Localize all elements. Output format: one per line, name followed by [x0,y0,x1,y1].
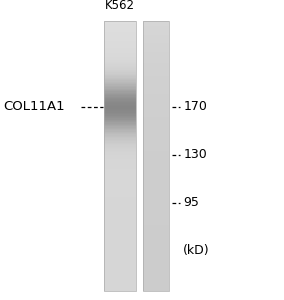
Text: 95: 95 [183,196,199,209]
Text: (kD): (kD) [183,244,210,257]
Text: COL11A1: COL11A1 [3,100,64,113]
Bar [143,21,169,291]
Text: 130: 130 [183,148,207,161]
Bar [104,21,136,291]
Text: 170: 170 [183,100,207,113]
Text: K562: K562 [105,0,135,12]
